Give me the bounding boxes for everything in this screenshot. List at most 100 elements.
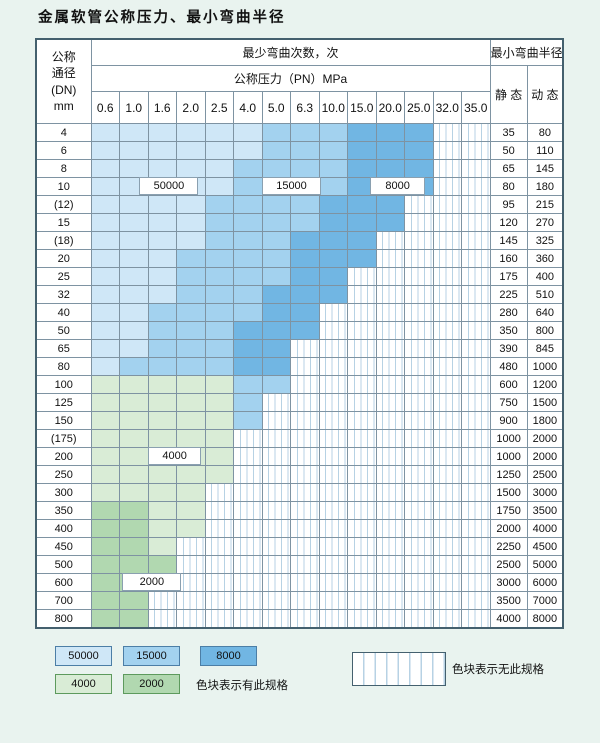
spec-cell [119,303,149,322]
spec-cell [233,339,263,358]
spec-cell [204,465,234,484]
spec-cell [119,249,149,268]
spec-cell [290,267,320,286]
spec-cell [90,375,120,394]
cycle-count-label: 50000 [139,177,199,195]
static-radius-cell: 80 [489,177,528,196]
no-spec-cell [432,555,462,574]
static-radius-cell: 2500 [489,555,528,574]
no-spec-cell [461,123,491,142]
no-spec-cell [290,609,320,629]
no-spec-cell [347,429,377,448]
spec-cell [119,465,149,484]
no-spec-cell [347,591,377,610]
spec-cell [176,231,206,250]
table-row: 50 350 800 [35,321,564,340]
spec-cell [119,429,149,448]
spec-cell [290,213,320,232]
spec-cell [290,159,320,178]
pressure-value-header: 20.0 [375,91,405,124]
spec-cell [290,231,320,250]
static-radius-cell: 480 [489,357,528,376]
static-radius-cell: 4000 [489,609,528,629]
table-row: 80 480 1000 [35,357,564,376]
no-spec-cell [204,501,234,520]
spec-cell [261,339,291,358]
dynamic-radius-cell: 325 [526,231,564,250]
no-spec-cell [233,609,263,629]
no-spec-cell [375,519,405,538]
spec-cell [176,249,206,268]
static-radius-cell: 1750 [489,501,528,520]
no-spec-cell [318,609,348,629]
dn-cell: 250 [35,465,92,484]
no-spec-cell [375,609,405,629]
no-spec-cell [290,537,320,556]
spec-cell [119,375,149,394]
dn-cell: 100 [35,375,92,394]
spec-cell [261,141,291,160]
spec-cell [90,213,120,232]
spec-cell [90,123,120,142]
no-spec-cell [375,411,405,430]
no-spec-cell [432,195,462,214]
static-radius-cell: 390 [489,339,528,358]
spec-cell [119,267,149,286]
spec-cell [318,267,348,286]
spec-cell [204,429,234,448]
no-spec-cell [375,339,405,358]
no-spec-cell [375,483,405,502]
spec-cell [375,195,405,214]
spec-cell [176,267,206,286]
spec-cell [233,123,263,142]
spec-cell [147,303,177,322]
no-spec-cell [261,393,291,412]
table-row: 8 65 145 [35,159,564,178]
dynamic-radius-cell: 510 [526,285,564,304]
dn-cell: 8 [35,159,92,178]
no-spec-cell [461,339,491,358]
no-spec-cell [461,483,491,502]
spec-cell [119,195,149,214]
static-radius-cell: 175 [489,267,528,286]
spec-cell [404,123,434,142]
no-spec-cell [375,303,405,322]
spec-cell [90,339,120,358]
no-spec-cell [290,483,320,502]
spec-cell [119,483,149,502]
dn-header-line: 通径 [51,66,76,81]
spec-cell [204,285,234,304]
static-radius-cell: 750 [489,393,528,412]
dynamic-radius-cell: 2000 [526,429,564,448]
table-row: 15 120 270 [35,213,564,232]
no-spec-cell [432,339,462,358]
spec-cell [90,501,120,520]
table-row: 700 3500 7000 [35,591,564,610]
no-spec-cell [318,555,348,574]
spec-cell [147,267,177,286]
spec-cell [90,321,120,340]
dynamic-radius-cell: 2500 [526,465,564,484]
no-spec-cell [318,321,348,340]
cycle-count-label: 2000 [122,573,182,591]
spec-cell [233,321,263,340]
spec-cell [318,177,348,196]
no-spec-cell [290,411,320,430]
no-spec-cell [404,609,434,629]
dynamic-radius-cell: 215 [526,195,564,214]
no-spec-cell [347,447,377,466]
dynamic-radius-cell: 5000 [526,555,564,574]
no-spec-cell [375,267,405,286]
no-spec-cell [432,321,462,340]
no-spec-cell [461,609,491,629]
dn-cell: 65 [35,339,92,358]
no-spec-cell [404,357,434,376]
spec-cell [90,411,120,430]
dynamic-radius-cell: 3500 [526,501,564,520]
spec-cell [261,249,291,268]
no-spec-cell [318,429,348,448]
dynamic-radius-cell: 4500 [526,537,564,556]
spec-cell [119,411,149,430]
spec-cell [147,285,177,304]
spec-cell [90,519,120,538]
